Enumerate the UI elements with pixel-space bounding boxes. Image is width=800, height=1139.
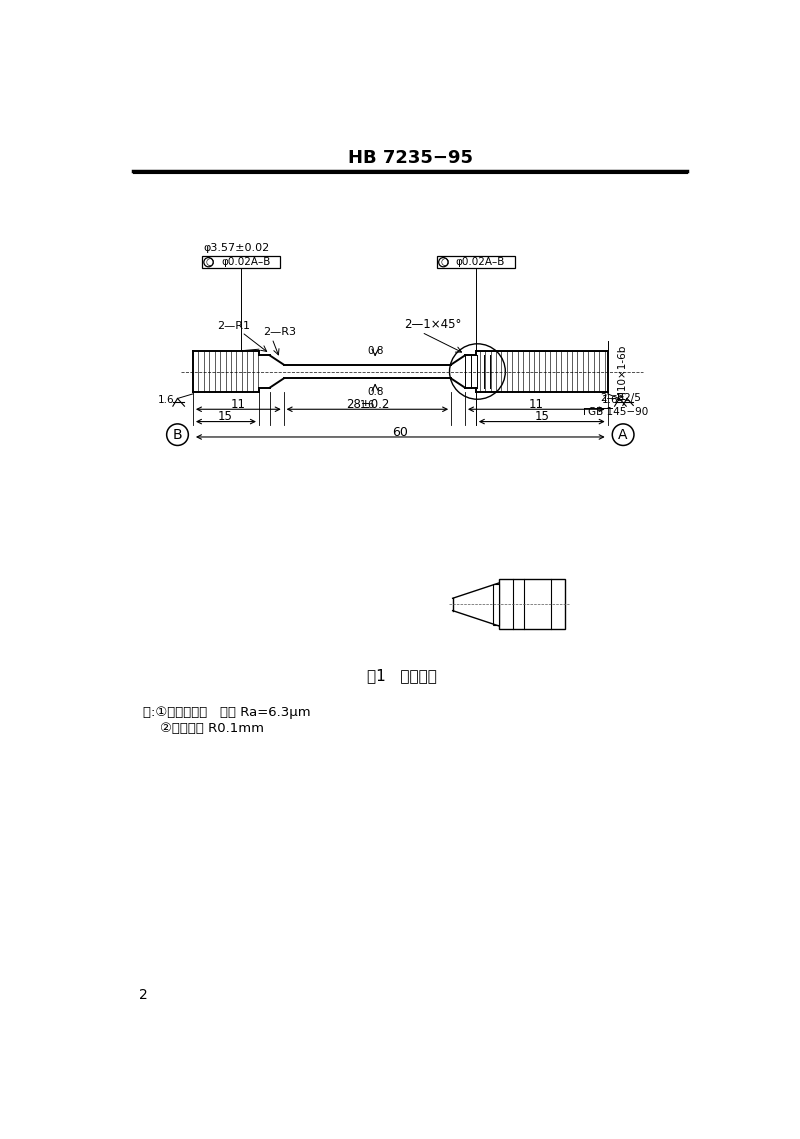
Circle shape [438, 257, 448, 267]
Bar [499, 580, 565, 630]
Text: 图1   棒形试样: 图1 棒形试样 [367, 669, 437, 683]
Text: φ0.02A–B: φ0.02A–B [221, 257, 270, 268]
Text: 11: 11 [529, 399, 544, 411]
Text: 15: 15 [218, 410, 233, 424]
Text: A: A [618, 427, 628, 442]
Text: ②尖边倒圆 R0.1mm: ②尖边倒圆 R0.1mm [142, 721, 264, 735]
Bar [437, 256, 514, 269]
Text: φ3.57±0.02: φ3.57±0.02 [204, 244, 270, 253]
Bar [493, 584, 499, 625]
Text: 15: 15 [534, 410, 549, 424]
Text: B: B [173, 427, 182, 442]
Text: 注:①表面粗糙度   其余 Ra=6.3μm: 注:①表面粗糙度 其余 Ra=6.3μm [142, 706, 310, 719]
Circle shape [166, 424, 188, 445]
Text: 28±0.2: 28±0.2 [346, 399, 389, 411]
Text: 2—B2/5: 2—B2/5 [600, 393, 641, 403]
Text: HB 7235−95: HB 7235−95 [347, 149, 473, 167]
Text: 0.8: 0.8 [367, 387, 383, 398]
Text: φ0.02A–B: φ0.02A–B [456, 257, 506, 268]
Text: 1.6: 1.6 [158, 395, 174, 405]
Text: 1.6: 1.6 [602, 395, 618, 405]
Text: 1.6: 1.6 [360, 401, 375, 410]
Bar [202, 256, 280, 269]
Text: ○: ○ [441, 257, 449, 268]
Text: ○: ○ [206, 257, 214, 268]
Text: 2—1×45°: 2—1×45° [405, 318, 462, 331]
Circle shape [204, 257, 213, 267]
Text: 60: 60 [392, 426, 408, 439]
Circle shape [612, 424, 634, 445]
Text: M10×1-6b: M10×1-6b [617, 344, 626, 399]
Text: GB 145−90: GB 145−90 [588, 407, 649, 417]
Text: 0.8: 0.8 [367, 346, 383, 355]
Text: 2—R3: 2—R3 [263, 327, 296, 337]
Text: 2: 2 [138, 989, 147, 1002]
Text: 11: 11 [230, 399, 246, 411]
Text: 2—R1: 2—R1 [217, 321, 250, 331]
